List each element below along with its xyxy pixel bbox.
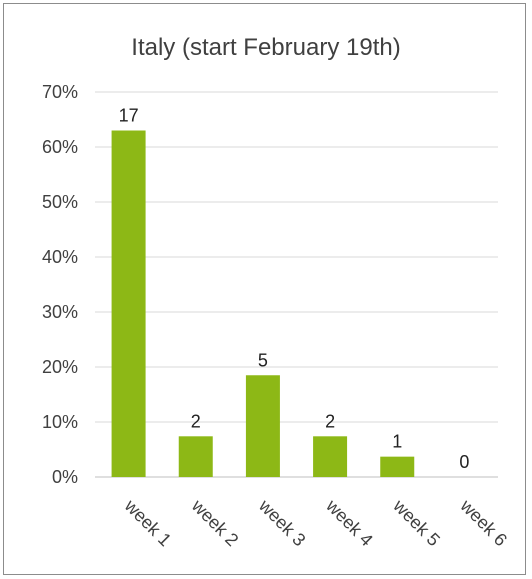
data-label: 1 (392, 432, 402, 452)
y-tick-label: 60% (42, 137, 78, 157)
y-tick-label: 50% (42, 192, 78, 212)
data-label: 0 (459, 452, 469, 472)
y-tick-label: 70% (42, 82, 78, 102)
chart-frame (3, 3, 526, 575)
bar (111, 130, 146, 477)
chart-title: Italy (start February 19th) (131, 34, 401, 61)
x-tick-label: week 2 (187, 495, 242, 550)
data-label: 2 (191, 411, 201, 431)
bar (313, 436, 348, 477)
y-tick-label: 20% (42, 357, 78, 377)
x-tick-label: week 6 (456, 495, 511, 550)
y-tick-label: 40% (42, 247, 78, 267)
bar (245, 375, 280, 477)
data-label: 17 (119, 106, 139, 126)
x-tick-label: week 4 (322, 495, 377, 550)
bar (380, 456, 415, 477)
bar (178, 436, 213, 477)
x-tick-label: week 1 (120, 495, 175, 550)
y-tick-label: 30% (42, 302, 78, 322)
y-tick-label: 10% (42, 412, 78, 432)
x-tick-label: week 5 (389, 495, 444, 550)
data-label: 2 (325, 411, 335, 431)
x-tick-label: week 3 (254, 495, 309, 550)
data-label: 5 (258, 350, 268, 370)
y-tick-label: 0% (52, 467, 78, 487)
